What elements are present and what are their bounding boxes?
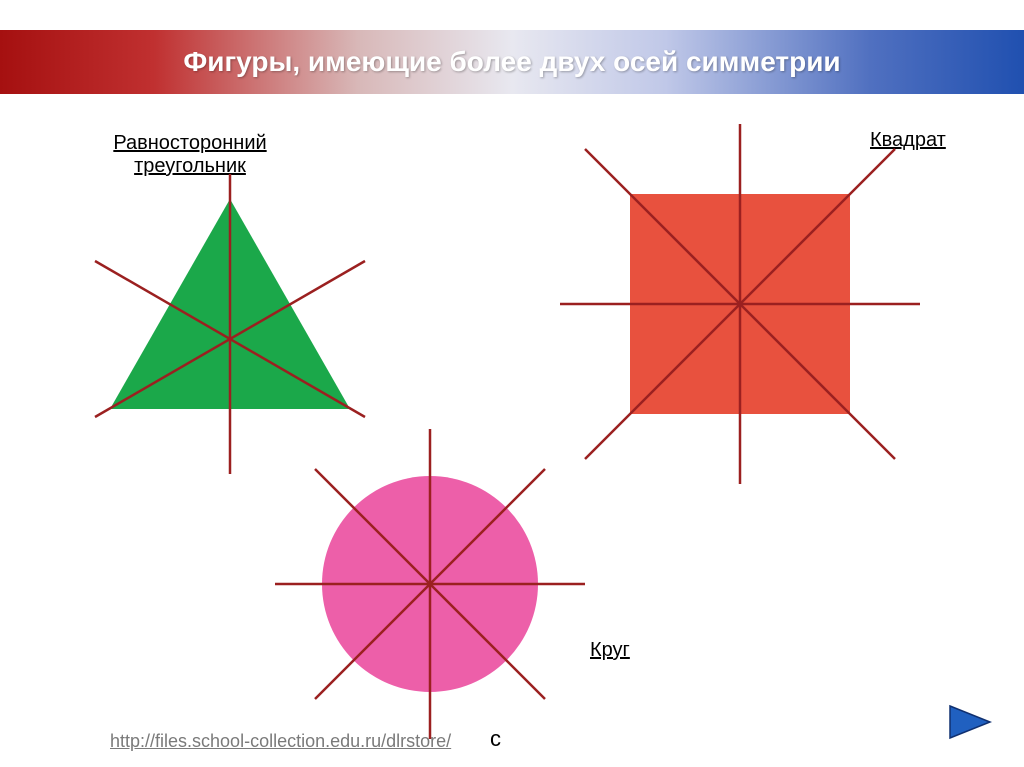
triangle-label-line1: Равностороннийтреугольник [113,132,266,177]
square-svg [560,124,940,504]
header-bar: Фигуры, имеющие более двух осей симметри… [0,30,1024,94]
page-title: Фигуры, имеющие более двух осей симметри… [183,46,840,78]
next-slide-button[interactable] [946,702,994,742]
circle-svg [260,424,600,744]
circle-figure [260,424,600,749]
square-figure [560,124,940,509]
footer-extra-char: с [490,726,501,752]
content-area: Равностороннийтреугольник Квадрат Круг [0,94,1024,767]
footer-link[interactable]: http://files.school-collection.edu.ru/dl… [110,731,451,752]
triangle-label: Равностороннийтреугольник [90,132,290,178]
arrow-right-icon [946,702,994,742]
